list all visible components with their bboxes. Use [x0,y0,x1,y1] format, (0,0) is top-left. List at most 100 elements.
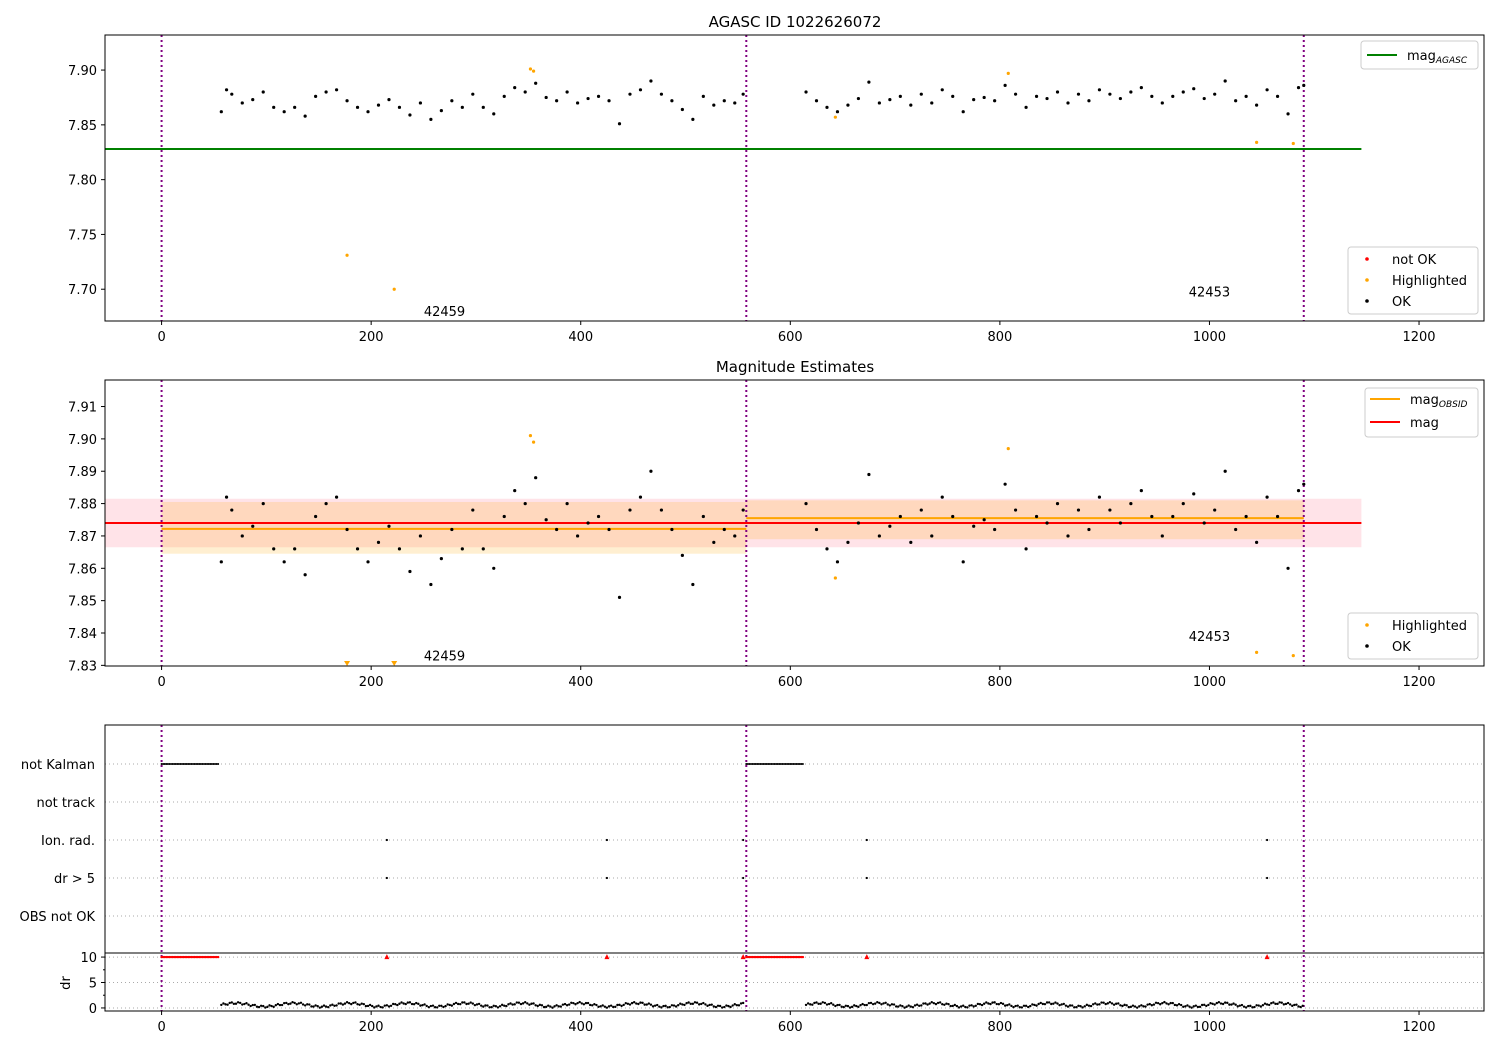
highlighted-point [833,115,837,119]
dr-point [1293,1003,1296,1007]
dr-point [297,1002,301,1005]
dr-point [559,1005,563,1008]
dr-clipped-point [216,955,220,959]
dr-point [601,1004,604,1007]
dr-point [970,1004,973,1007]
flag-point [767,763,770,765]
legend-subscript: OBSID [1439,400,1468,410]
dr-point [511,1003,514,1006]
flag-point [188,763,191,765]
ok-point [450,99,454,103]
flag-point [778,763,781,765]
dr-point [1177,1003,1181,1006]
dr-point [920,1004,923,1007]
dr-point [429,1004,433,1008]
dr-point [1117,1002,1120,1005]
ok-point [1202,521,1206,525]
dr-point [840,1005,843,1008]
dr-point [1215,1001,1218,1005]
dr-point [1288,1003,1292,1006]
ok-point [1275,514,1280,519]
y-tick-label: 7.89 [68,465,97,480]
dr-point [337,1002,340,1005]
ok-point [1014,92,1018,96]
dr-point [402,1002,405,1005]
dr-point [857,1005,860,1009]
dr-point [1244,1006,1248,1009]
dr-point [228,1001,231,1005]
flag-point [605,838,609,842]
dr-point [230,1001,233,1004]
dr-point [1150,1004,1154,1007]
flag-point [781,763,784,765]
ok-point [1171,94,1175,98]
dr-point [1085,1003,1089,1007]
dr-point [1223,1001,1227,1004]
flag-point [199,763,202,765]
ok-point [565,90,569,94]
dr-point [289,1002,292,1005]
flag-point [207,763,210,765]
dr-point [1249,1004,1252,1008]
ok-point [1024,547,1028,551]
highlighted-point [528,434,533,438]
dr-point [1263,1002,1267,1005]
dr-point [234,1002,238,1005]
legend-subscript: AGASC [1435,56,1468,66]
flag-point [192,763,195,765]
dr-point [1280,1001,1283,1004]
ok-point [951,94,955,98]
ok-point [219,560,223,564]
dr-point [964,1005,967,1009]
dr-point [932,1001,936,1005]
obsid-label: 42453 [1189,630,1230,645]
flag-point [190,763,193,765]
dr-point [544,1005,548,1009]
dr-point [702,1001,705,1005]
dr-point [1236,1005,1239,1008]
flag-point [746,763,749,765]
x-tick-label: 400 [568,330,593,345]
flag-point [770,763,773,765]
dr-point [848,1006,852,1009]
dr-point [1018,1006,1021,1009]
dr-point [1123,1003,1126,1007]
ok-point [804,90,808,94]
dr-point [876,1000,879,1004]
y-tick-label: 7.90 [68,64,97,79]
flag-point [795,763,798,765]
highlighted-point [1255,140,1259,144]
flag-point [170,763,173,765]
dr-point [909,1005,913,1008]
flag-point [201,763,204,765]
dr-point [1251,1006,1254,1009]
dr-point [1274,1002,1277,1006]
dr-point [1240,1003,1244,1007]
dr-point [427,1005,430,1009]
dr-point [350,1002,353,1006]
ok-point [303,114,307,118]
dr-point [1228,1003,1231,1006]
ok-point [670,99,674,103]
dr-point [222,1002,225,1005]
dr-point [656,1003,659,1007]
ok-point [1003,482,1007,486]
dr-point [1257,1004,1260,1007]
dr-point [408,1001,412,1004]
dr-point [890,1003,894,1006]
legend-box [1360,40,1479,70]
flag-point [797,763,800,765]
ok-point [1234,527,1238,532]
dr-point [358,1003,361,1006]
dr-point [599,1005,602,1008]
obsid-label: 42459 [424,305,465,320]
dr-point [456,1002,460,1006]
dr-point [247,1003,250,1006]
ok-point [993,99,997,103]
ok-point [961,110,965,114]
dr-point [949,1004,952,1008]
ok-point [230,92,234,96]
dr-point [695,1001,699,1004]
dr-point [492,1004,495,1007]
x-tick-label: 800 [987,675,1012,690]
